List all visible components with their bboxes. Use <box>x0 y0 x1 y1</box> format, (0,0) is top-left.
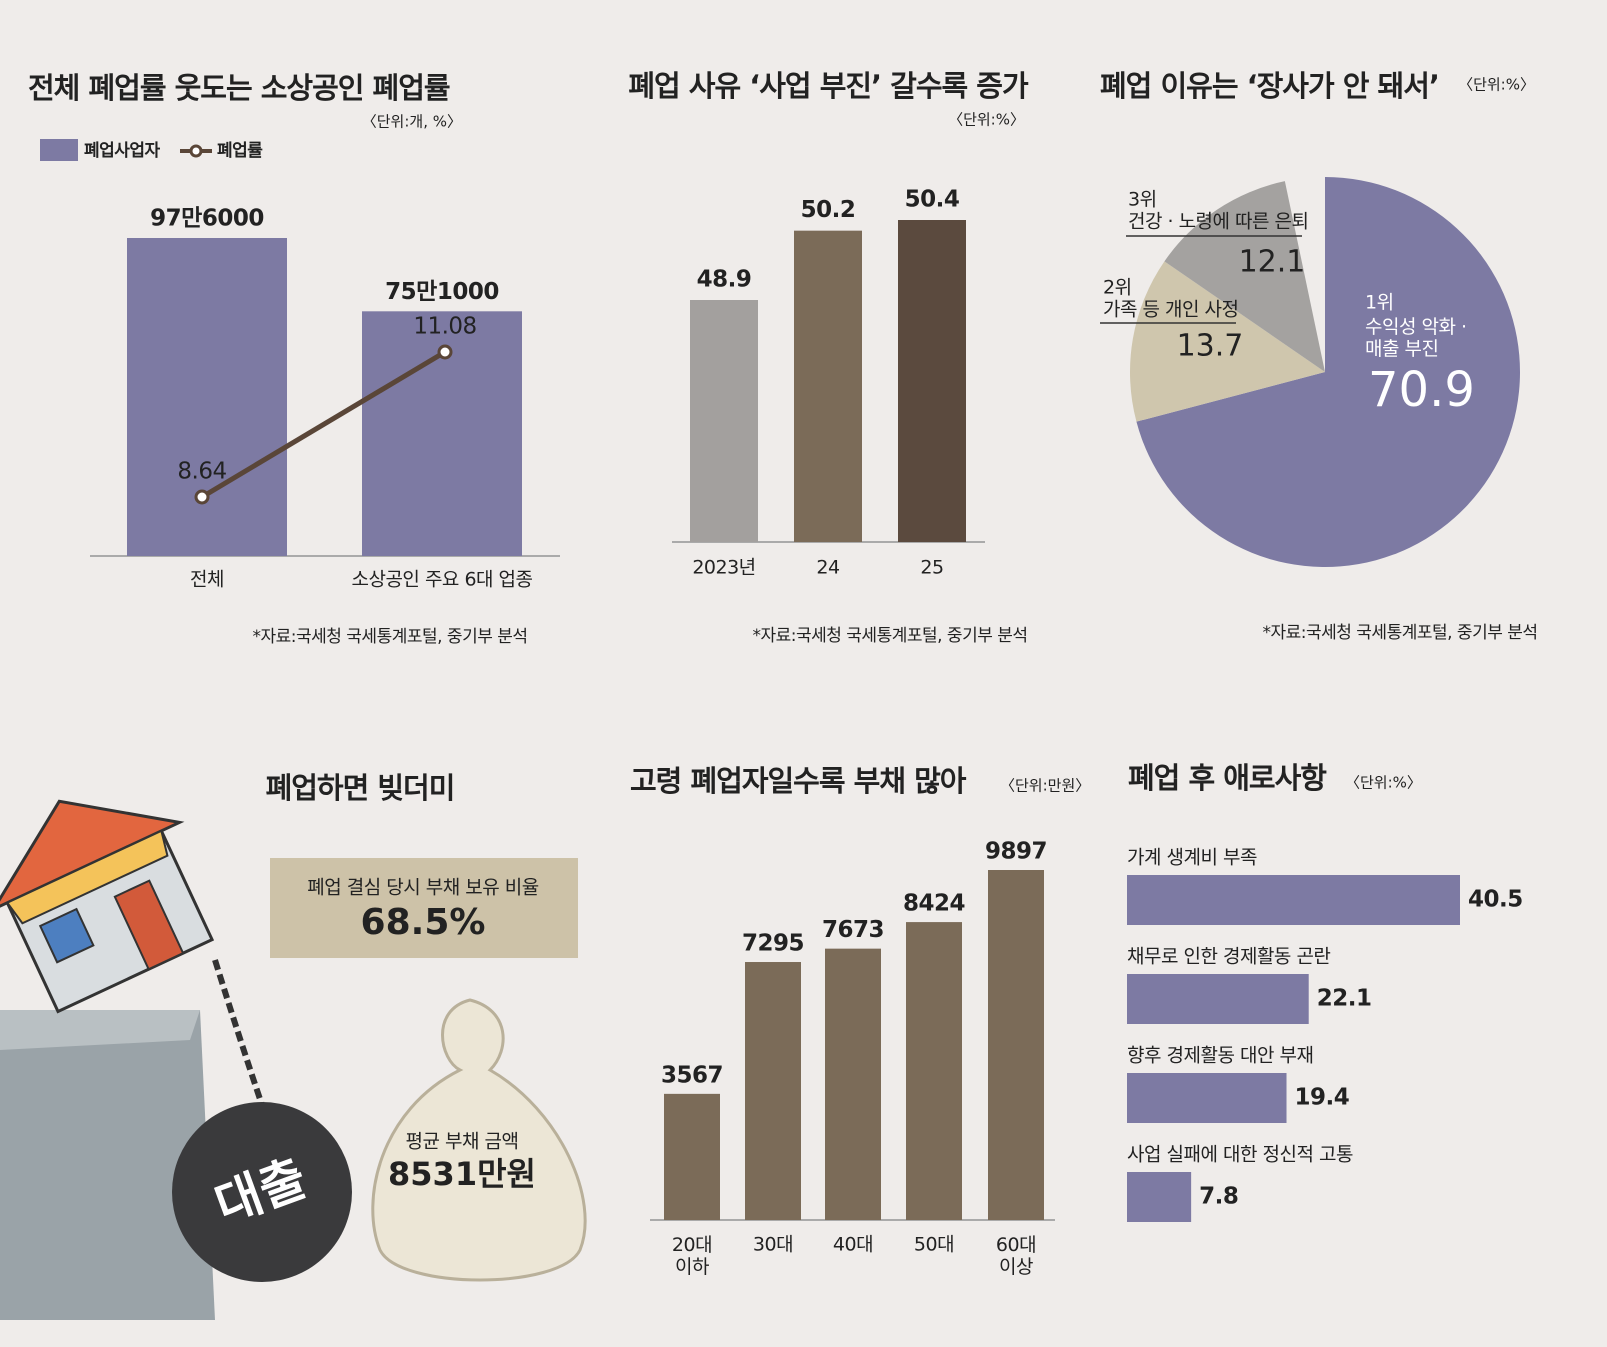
house <box>0 799 215 1014</box>
stat-label: 폐업 결심 당시 부채 보유 비율 <box>307 877 538 899</box>
bar <box>127 238 287 556</box>
rank-label: 1위 <box>1365 292 1394 314</box>
debt-illustration <box>0 799 587 1320</box>
line <box>200 349 447 500</box>
legend-label: 폐업사업자 <box>84 141 161 161</box>
money-bag <box>371 998 587 1282</box>
value-label: 7295 <box>742 931 804 957</box>
chart-title: 폐업 사유 ‘사업 부진’ 갈수록 증가 <box>628 69 1029 103</box>
bar <box>906 922 962 1220</box>
ball <box>172 1102 352 1282</box>
chart-title: 전체 폐업률 웃도는 소상공인 폐업률 <box>28 71 450 105</box>
legend-label: 폐업률 <box>217 141 263 161</box>
bar <box>898 220 966 542</box>
bar <box>1127 974 1309 1024</box>
value-label: 50.4 <box>905 187 960 213</box>
bar <box>1127 1172 1192 1222</box>
stat-value: 68.5% <box>361 902 486 943</box>
rank-label: 2위 <box>1103 277 1132 299</box>
unit: 〈단위:%〉 <box>1458 76 1535 94</box>
value-label: 40.5 <box>1468 887 1523 913</box>
category-label: 채무로 인한 경제활동 곤란 <box>1127 946 1330 968</box>
category-label: 향후 경제활동 대안 부재 <box>1127 1045 1313 1067</box>
pie-slice <box>1164 181 1325 372</box>
chart-title: 고령 폐업자일수록 부채 많아 <box>630 764 967 798</box>
x-tick-label: 60대 이상 <box>996 1234 1036 1278</box>
source: *자료:국세청 국세통계포털, 중기부 분석 <box>1262 623 1537 643</box>
value-label: 70.9 <box>1368 362 1475 418</box>
value-label: 3567 <box>661 1062 723 1088</box>
value-label: 8424 <box>903 891 965 917</box>
chart-title: 폐업 후 애로사항 <box>1128 761 1327 795</box>
source: *자료:국세청 국세통계포털, 중기부 분석 <box>252 627 527 647</box>
value-label: 8.64 <box>177 459 226 485</box>
x-tick-label: 30대 <box>753 1234 793 1256</box>
slice-label: 가족 등 개인 사정 <box>1103 299 1238 321</box>
bar <box>690 300 758 542</box>
bar <box>988 870 1044 1220</box>
unit: 〈단위:개, %〉 <box>362 113 462 131</box>
value-label: 9897 <box>985 839 1047 865</box>
value-label: 13.7 <box>1177 329 1244 364</box>
category-label: 가계 생계비 부족 <box>1127 847 1257 869</box>
slice-label: 수익성 악화 · 매출 부진 <box>1365 316 1467 360</box>
bar <box>745 962 801 1220</box>
value-label: 75만1000 <box>385 279 499 305</box>
x-tick-label: 20대 이하 <box>672 1234 712 1278</box>
x-tick-label: 2023년 <box>692 557 755 579</box>
value-label: 19.4 <box>1295 1085 1350 1111</box>
pillar <box>0 1010 215 1320</box>
chart-title: 폐업 이유는 ‘장사가 안 돼서’ <box>1100 69 1439 103</box>
pillar-top <box>0 1010 200 1050</box>
value-label: 48.9 <box>697 267 752 293</box>
value-label: 11.08 <box>413 314 476 340</box>
bar <box>825 948 881 1220</box>
rank-label: 3위 <box>1128 189 1157 211</box>
legend-swatch <box>40 139 78 161</box>
value-label: 22.1 <box>1317 986 1372 1012</box>
slice-label: 건강 · 노령에 따른 은퇴 <box>1128 211 1309 233</box>
x-tick-label: 소상공인 주요 6대 업종 <box>351 569 532 591</box>
x-tick-label: 25 <box>920 557 943 579</box>
pie-slice <box>1130 261 1325 422</box>
chain <box>212 959 265 1106</box>
panel-title: 폐업하면 빚더미 <box>266 771 455 805</box>
category-label: 사업 실패에 대한 정신적 고통 <box>1127 1144 1353 1166</box>
bar <box>1127 875 1460 925</box>
bag-label: 평균 부채 금액 <box>406 1131 519 1153</box>
x-tick-label: 24 <box>816 557 840 579</box>
x-tick-label: 40대 <box>833 1234 873 1256</box>
value-label: 7.8 <box>1199 1184 1238 1210</box>
unit: 〈단위:만원〉 <box>1000 777 1090 795</box>
value-label: 7673 <box>822 917 884 943</box>
bar <box>794 230 862 542</box>
bar <box>664 1093 720 1220</box>
unit: 〈단위:%〉 <box>948 111 1025 129</box>
bag-value: 8531만원 <box>388 1155 536 1193</box>
value-label: 12.1 <box>1239 245 1306 280</box>
bar <box>1127 1073 1287 1123</box>
line-point <box>437 344 453 360</box>
legend-marker <box>189 144 203 158</box>
source: *자료:국세청 국세통계포털, 중기부 분석 <box>752 626 1027 646</box>
unit: 〈단위:%〉 <box>1345 774 1422 792</box>
stat-box <box>270 858 578 958</box>
pie-slice <box>1136 177 1520 567</box>
value-label: 50.2 <box>801 197 856 223</box>
x-tick-label: 50대 <box>914 1234 954 1256</box>
line-point <box>194 489 210 505</box>
x-tick-label: 전체 <box>190 569 224 591</box>
value-label: 97만6000 <box>150 206 264 232</box>
